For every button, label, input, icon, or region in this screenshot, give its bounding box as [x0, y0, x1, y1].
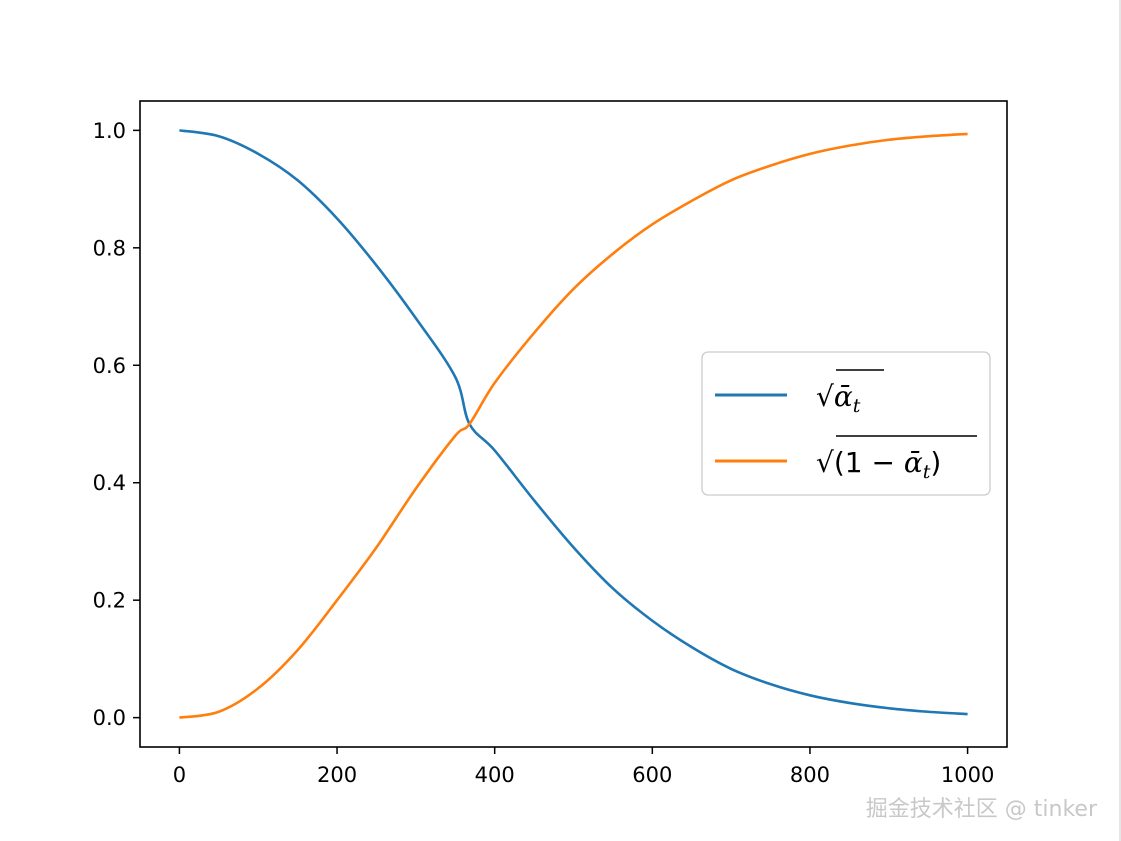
y-tick-label: 0.6: [93, 354, 126, 378]
legend: √ᾱt √(1 − ᾱt): [701, 351, 991, 496]
legend-label-sqrt-one-minus-alpha-bar: √(1 − ᾱt): [816, 446, 941, 483]
watermark: 掘金技术社区 @ tinker: [865, 797, 1097, 822]
y-tick-label: 1.0: [93, 119, 126, 143]
y-tick-label: 0.4: [93, 471, 126, 495]
legend-label-sqrt-alpha-bar: √ᾱt: [816, 380, 861, 417]
x-tick-label: 1000: [941, 763, 994, 787]
y-axis: 0.0 0.2 0.4 0.6 0.8 1.0: [93, 119, 140, 730]
x-axis: 0 200 400 600 800 1000: [173, 747, 994, 787]
x-tick-label: 0: [173, 763, 186, 787]
x-tick-label: 200: [317, 763, 357, 787]
legend-box: [701, 351, 991, 496]
x-tick-label: 800: [790, 763, 830, 787]
plot-frame: [139, 100, 1008, 748]
series-line-sqrt_one_minus_alpha_bar: [179, 132, 968, 719]
window-edge: [1119, 0, 1121, 841]
plot-lines: [179, 129, 968, 719]
series-line-sqrt_alpha_bar: [179, 129, 968, 716]
y-tick-label: 0.8: [93, 236, 126, 260]
y-tick-label: 0.0: [93, 706, 126, 730]
y-tick-label: 0.2: [93, 589, 126, 613]
x-tick-label: 600: [632, 763, 672, 787]
x-tick-label: 400: [475, 763, 515, 787]
